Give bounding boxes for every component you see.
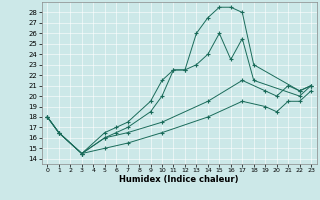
X-axis label: Humidex (Indice chaleur): Humidex (Indice chaleur) [119, 175, 239, 184]
